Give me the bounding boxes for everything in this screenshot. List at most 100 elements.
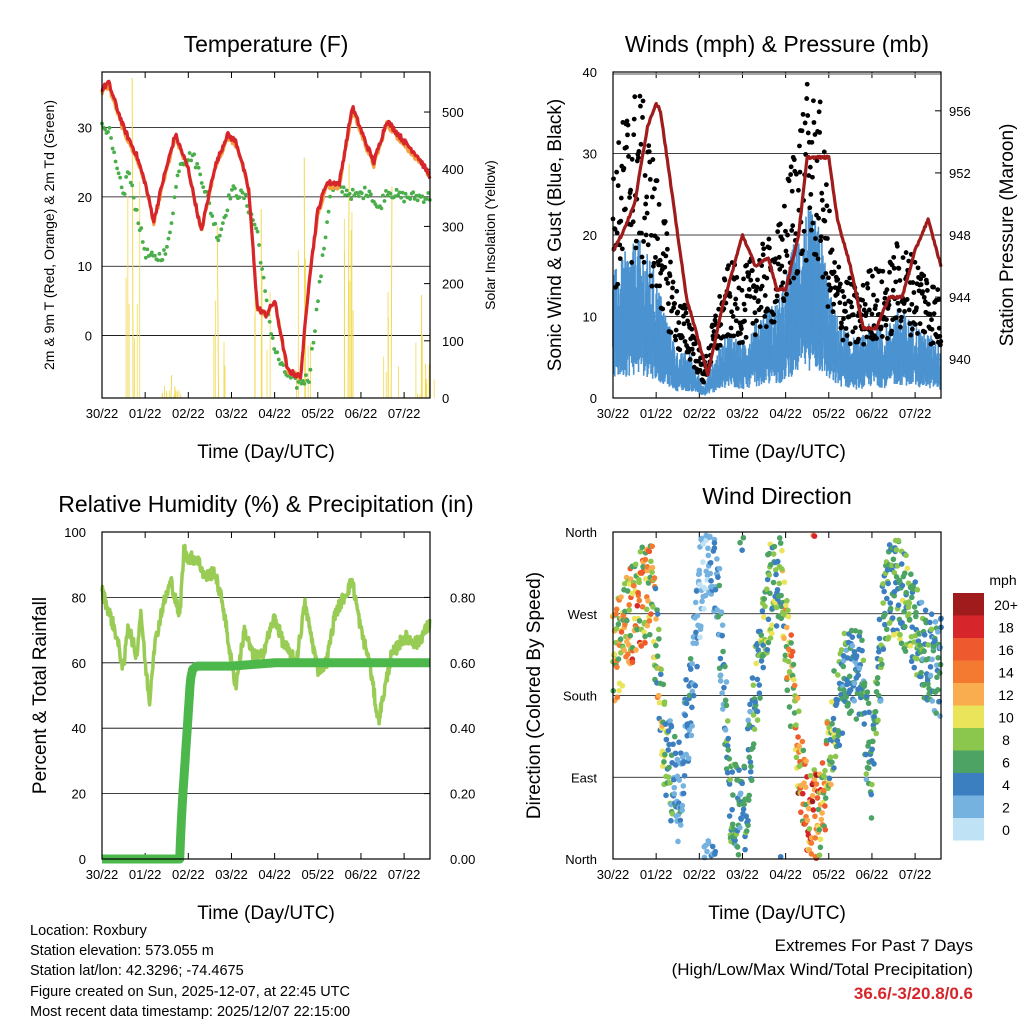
gust-point xyxy=(730,313,736,319)
gust-point xyxy=(818,234,824,240)
gust-point xyxy=(689,326,695,332)
gust-point xyxy=(914,305,919,311)
direction-point xyxy=(625,642,632,648)
x-tick-label: 03/22 xyxy=(215,406,248,421)
gust-point xyxy=(862,301,868,307)
direction-point xyxy=(935,687,941,693)
y-tick-label: 10 xyxy=(583,310,597,325)
dewpoint-point xyxy=(226,193,231,198)
direction-point xyxy=(702,586,708,592)
gust-point xyxy=(896,266,902,271)
direction-point xyxy=(871,761,877,767)
y-tick-label: South xyxy=(563,689,597,704)
direction-point xyxy=(899,620,905,626)
dewpoint-point xyxy=(195,161,200,166)
dewpoint-point xyxy=(379,206,384,211)
direction-point xyxy=(782,602,789,608)
direction-point xyxy=(849,642,856,649)
legend-label: 10 xyxy=(998,710,1014,726)
dewpoint-point xyxy=(134,207,139,212)
extremes-value: 36.6/-3/20.8/0.6 xyxy=(853,984,973,1003)
gust-point xyxy=(915,265,921,271)
direction-point xyxy=(829,720,835,727)
gust-point xyxy=(767,245,772,251)
gust-point xyxy=(803,257,809,263)
gust-point xyxy=(809,174,815,180)
direction-point xyxy=(856,665,863,671)
direction-point xyxy=(875,717,881,723)
gust-point xyxy=(685,318,690,324)
gust-point xyxy=(843,326,849,331)
x-tick-label: 01/22 xyxy=(129,867,162,882)
solar-insolation-mark xyxy=(170,375,173,399)
direction-point xyxy=(783,624,790,631)
direction-point xyxy=(855,672,861,679)
gust-point xyxy=(618,195,624,201)
gust-point xyxy=(804,96,810,101)
direction-point xyxy=(680,783,687,789)
gust-point xyxy=(782,203,787,209)
dewpoint-point xyxy=(216,238,221,243)
direction-point xyxy=(688,732,695,739)
dewpoint-point xyxy=(385,193,390,198)
gust-point xyxy=(777,221,783,227)
dewpoint-point xyxy=(424,197,429,201)
direction-point xyxy=(634,602,641,609)
dewpoint-point xyxy=(107,126,112,130)
gust-point xyxy=(898,318,904,324)
direction-point xyxy=(747,759,754,765)
x-tick-label: 01/22 xyxy=(129,406,162,421)
direction-point xyxy=(646,548,653,555)
direction-point xyxy=(662,751,668,758)
gust-point xyxy=(648,273,654,279)
legend-label: 14 xyxy=(998,665,1014,681)
direction-point xyxy=(712,848,719,855)
y-axis-label: Sonic Wind & Gust (Blue, Black) xyxy=(545,99,566,371)
direction-point xyxy=(749,675,756,681)
y-tick-label: North xyxy=(565,852,597,867)
gust-point xyxy=(741,301,747,307)
gust-point xyxy=(795,269,801,275)
gust-point xyxy=(645,242,651,248)
direction-point xyxy=(698,623,704,630)
direction-point xyxy=(649,564,656,571)
gust-point xyxy=(762,314,768,319)
direction-point xyxy=(844,702,851,709)
direction-point xyxy=(903,552,909,559)
dewpoint-point xyxy=(412,197,417,201)
direction-point xyxy=(795,734,801,740)
direction-point xyxy=(634,626,640,633)
legend-swatch xyxy=(953,615,984,638)
y-tick-label: North xyxy=(565,525,597,540)
direction-point xyxy=(937,713,943,719)
direction-point xyxy=(914,587,921,593)
direction-point xyxy=(779,547,785,554)
gust-point xyxy=(856,336,861,342)
gust-point xyxy=(797,169,803,175)
direction-point xyxy=(677,822,684,828)
gust-point xyxy=(841,294,847,300)
direction-point xyxy=(682,712,689,719)
direction-point xyxy=(671,791,678,797)
gust-point xyxy=(673,337,679,343)
gust-point xyxy=(840,288,845,294)
gust-point xyxy=(891,265,897,271)
direction-point xyxy=(890,556,897,563)
legend-label: 8 xyxy=(1002,732,1010,748)
direction-point xyxy=(776,535,783,541)
direction-point xyxy=(636,618,643,624)
direction-point xyxy=(734,844,741,850)
direction-point xyxy=(667,718,673,724)
gust-point xyxy=(639,230,644,236)
gust-point xyxy=(676,320,682,326)
direction-point xyxy=(769,622,775,629)
gust-point xyxy=(692,341,698,347)
direction-point xyxy=(777,540,784,546)
direction-point xyxy=(773,571,779,578)
direction-point xyxy=(656,699,663,706)
direction-point xyxy=(795,708,802,715)
direction-point xyxy=(839,730,846,736)
dewpoint-point xyxy=(403,191,408,196)
direction-point xyxy=(912,579,919,585)
gust-point xyxy=(807,205,813,211)
